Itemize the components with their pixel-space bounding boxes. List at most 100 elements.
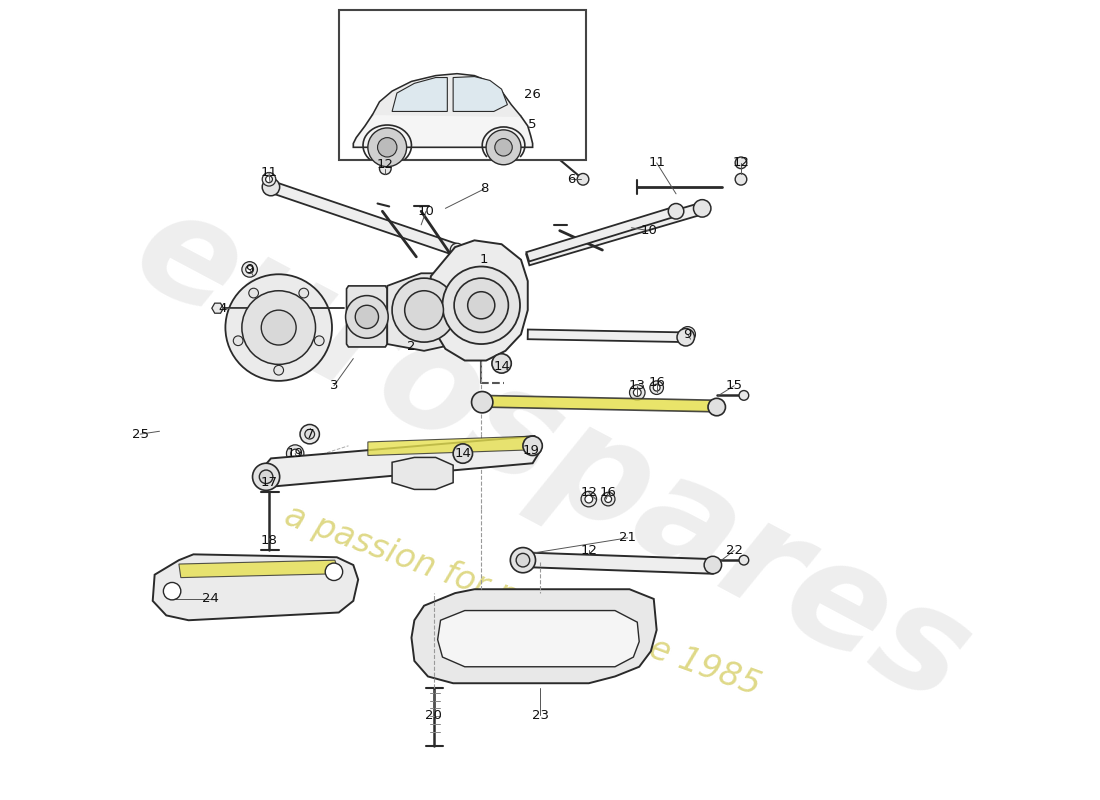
Polygon shape — [521, 553, 715, 574]
Text: 5: 5 — [528, 118, 537, 130]
Circle shape — [355, 306, 378, 329]
Circle shape — [377, 138, 397, 157]
Circle shape — [581, 491, 596, 507]
Circle shape — [684, 330, 692, 338]
Text: 9: 9 — [683, 328, 692, 341]
Text: a passion for parts since 1985: a passion for parts since 1985 — [280, 499, 766, 702]
Circle shape — [708, 398, 726, 416]
Circle shape — [735, 157, 747, 169]
Circle shape — [492, 354, 512, 373]
Circle shape — [286, 445, 304, 462]
Text: 2: 2 — [407, 341, 416, 354]
Circle shape — [653, 384, 660, 391]
Circle shape — [522, 436, 542, 455]
Polygon shape — [392, 78, 448, 111]
Polygon shape — [387, 274, 455, 351]
Text: 9: 9 — [245, 263, 254, 276]
Text: 17: 17 — [261, 476, 277, 489]
Circle shape — [300, 425, 319, 444]
Text: 20: 20 — [426, 709, 442, 722]
Text: 14: 14 — [493, 360, 510, 373]
Text: 16: 16 — [600, 486, 617, 499]
Circle shape — [299, 288, 309, 298]
Text: 23: 23 — [532, 709, 549, 722]
Polygon shape — [346, 286, 387, 347]
Text: 13: 13 — [629, 379, 646, 392]
Text: 10: 10 — [418, 205, 434, 218]
Text: 22: 22 — [726, 544, 742, 557]
Circle shape — [453, 444, 473, 463]
Circle shape — [522, 138, 532, 148]
Polygon shape — [453, 77, 507, 111]
Polygon shape — [212, 303, 223, 314]
Polygon shape — [526, 206, 678, 262]
Text: 12: 12 — [581, 486, 597, 499]
Text: 21: 21 — [619, 531, 636, 544]
Text: eurospares: eurospares — [111, 177, 992, 734]
Circle shape — [260, 470, 273, 483]
Text: 3: 3 — [330, 379, 338, 392]
Circle shape — [245, 266, 253, 274]
Circle shape — [693, 200, 711, 217]
Circle shape — [585, 495, 593, 503]
Circle shape — [669, 203, 684, 219]
Text: 18: 18 — [261, 534, 277, 547]
Circle shape — [602, 492, 615, 506]
Text: 12: 12 — [377, 158, 394, 171]
Circle shape — [262, 310, 296, 345]
Circle shape — [262, 173, 276, 186]
Circle shape — [739, 555, 749, 565]
Circle shape — [242, 262, 257, 277]
Circle shape — [704, 556, 722, 574]
Circle shape — [634, 389, 641, 396]
Circle shape — [367, 128, 407, 166]
Circle shape — [472, 391, 493, 413]
Text: 7: 7 — [306, 428, 313, 441]
Circle shape — [326, 563, 343, 581]
Circle shape — [226, 274, 332, 381]
Circle shape — [453, 246, 461, 254]
Text: 1: 1 — [480, 254, 488, 266]
Circle shape — [274, 366, 284, 375]
Polygon shape — [411, 590, 657, 683]
Text: 19: 19 — [522, 444, 539, 457]
Circle shape — [164, 582, 180, 600]
Text: 12: 12 — [581, 544, 597, 557]
Polygon shape — [428, 240, 528, 361]
Text: 19: 19 — [287, 447, 304, 460]
Circle shape — [265, 176, 273, 182]
Circle shape — [392, 278, 456, 342]
Circle shape — [650, 381, 663, 394]
Circle shape — [290, 449, 299, 458]
Circle shape — [629, 385, 645, 400]
Circle shape — [495, 138, 513, 156]
Circle shape — [578, 174, 588, 185]
Bar — [339, 10, 586, 160]
Circle shape — [486, 130, 521, 165]
Circle shape — [315, 336, 324, 346]
Polygon shape — [438, 610, 639, 666]
Polygon shape — [267, 181, 459, 255]
Circle shape — [405, 290, 443, 330]
Text: 16: 16 — [648, 376, 666, 390]
Polygon shape — [528, 330, 685, 342]
Polygon shape — [482, 395, 718, 412]
Polygon shape — [526, 202, 704, 266]
Circle shape — [739, 390, 749, 400]
Polygon shape — [392, 458, 453, 490]
Circle shape — [680, 326, 695, 342]
Circle shape — [510, 547, 536, 573]
Circle shape — [305, 430, 315, 439]
Polygon shape — [353, 93, 532, 147]
Circle shape — [253, 463, 279, 490]
Text: 25: 25 — [132, 428, 148, 441]
Circle shape — [605, 496, 612, 502]
Text: 11: 11 — [261, 166, 277, 179]
Circle shape — [249, 288, 258, 298]
Text: 11: 11 — [648, 156, 666, 170]
Text: 12: 12 — [733, 156, 749, 170]
Circle shape — [262, 178, 279, 196]
Polygon shape — [367, 436, 537, 455]
Circle shape — [233, 336, 243, 346]
Polygon shape — [179, 560, 339, 578]
